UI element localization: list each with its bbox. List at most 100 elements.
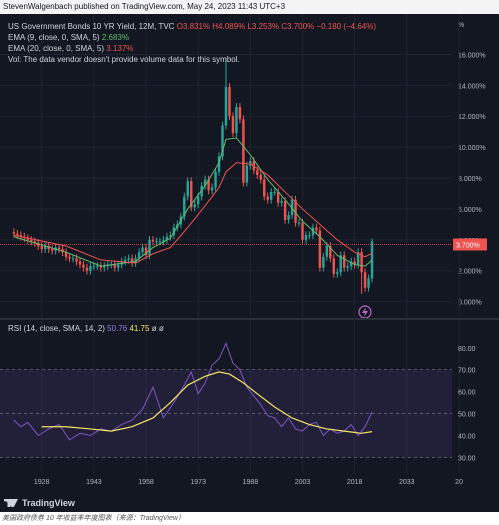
candle-body [196,196,200,205]
candle-body [294,199,297,223]
symbol-label: US Government Bonds 10 YR Yield, 12M, TV… [8,22,175,31]
candle-body [370,241,374,279]
candle-body [297,222,301,224]
ema9-value: 2.683% [101,33,129,42]
candle-body [235,106,238,134]
candle-body [78,261,82,265]
candle-body [363,272,367,288]
candle-body [245,165,249,183]
time-tick-label: 1988 [243,479,259,486]
candle-body [130,258,134,264]
chart-panel[interactable]: 16.000% 14.000% 12.000% 10.000% 8.000% 6.000%… [0,14,499,512]
rsi-legend-tail: ø ø [151,324,164,333]
rsi-value: 50.76 [107,324,128,333]
ema9-line [13,137,373,267]
rsi-tick-label: 50.00 [458,412,476,419]
candle-body [151,239,155,242]
candle-body [92,266,96,268]
candle-body [82,264,85,268]
candle-body [280,201,283,203]
candle-body [144,247,148,256]
candle-body [342,255,346,268]
candle-body [12,232,16,234]
candle-body [290,199,294,216]
time-tick-label: 2018 [347,479,363,486]
candle-body [353,261,356,265]
tradingview-logo-text: TradingView [22,498,75,508]
candle-body [346,266,349,268]
candle-body [207,179,210,191]
candle-body [134,258,137,264]
candle-body [96,266,99,268]
ema20-line [13,162,373,264]
candle-body [221,125,224,157]
candle-body [263,179,266,197]
rsi-tick-label: 80.00 [458,346,476,353]
candle-body [329,246,332,259]
publisher-line: StevenWalgenbach published on TradingVie… [0,0,499,14]
candle-body [30,239,33,242]
candle-body [287,215,290,220]
candle-body [339,255,342,273]
candle-body [127,258,130,260]
rsi-legend: RSI (14, close, SMA, 14, 2) 50.76 41.75 … [8,324,164,333]
candle-body [89,266,92,271]
price-axis-unit: % [458,22,464,29]
price-tick-label: 14.000% [458,83,486,90]
candle-body [214,171,217,188]
candle-body [325,246,329,257]
candle-body [148,239,151,256]
candle-body [137,252,141,259]
tradingview-logo[interactable]: TradingView [4,498,75,508]
candle-body [315,227,318,231]
candle-body [311,227,315,236]
candle-body [210,187,214,191]
candle-body [165,236,169,240]
rsi-label: RSI (14, close, SMA, 14, 2) [8,324,105,333]
rsi-sma-value: 41.75 [129,324,150,333]
volume-note: Vol: The data vendor doesn't provide vol… [8,55,240,64]
candle-body [71,258,75,260]
candle-body [64,252,68,257]
price-tick-label: 16.000% [458,52,486,59]
candle-body [308,235,311,237]
main-legend: US Government Bonds 10 YR Yield, 12M, TV… [8,21,376,65]
candle-body [75,258,78,262]
time-tick-label: 1973 [190,479,206,486]
rsi-tick-label: 30.00 [458,455,476,462]
time-tick-label: 1928 [34,479,50,486]
candle-body [231,116,235,134]
time-tick-label: 2003 [295,479,311,486]
lightning-icon [362,307,368,317]
candle-body [68,256,71,259]
ema20-value: 3.137% [106,44,134,53]
candle-body [19,235,23,237]
candle-body [273,191,276,193]
rsi-tick-label: 70.00 [458,368,476,375]
rsi-band [0,369,452,458]
candle-body [16,233,19,236]
ema9-label: EMA (9, close, 0, SMA, 5) [8,33,100,42]
time-tick-label: 2033 [399,479,415,486]
ohlc-high: H4.089% [212,22,246,31]
candle-body [259,174,262,180]
candle-body [99,266,103,268]
time-tick-label: 1943 [86,479,102,486]
candle-body [193,204,196,208]
candle-body [266,196,269,200]
price-tick-label: 12.000% [458,114,486,121]
ohlc-close: C3.700% [281,22,315,31]
candle-body [256,170,259,175]
candle-body [40,246,43,250]
candle-body [304,235,308,240]
candle-body [26,238,30,240]
candle-body [186,181,189,197]
candle-body [141,247,144,253]
candle-body [356,252,360,265]
candle-body [332,258,336,274]
time-tick-label: 20 [455,479,463,486]
chart-svg[interactable]: 16.000% 14.000% 12.000% 10.000% 8.000% 6.000%… [0,14,499,512]
rsi-line [13,342,373,441]
candle-body [367,278,370,288]
price-tick-label: 2.000% [458,269,482,276]
